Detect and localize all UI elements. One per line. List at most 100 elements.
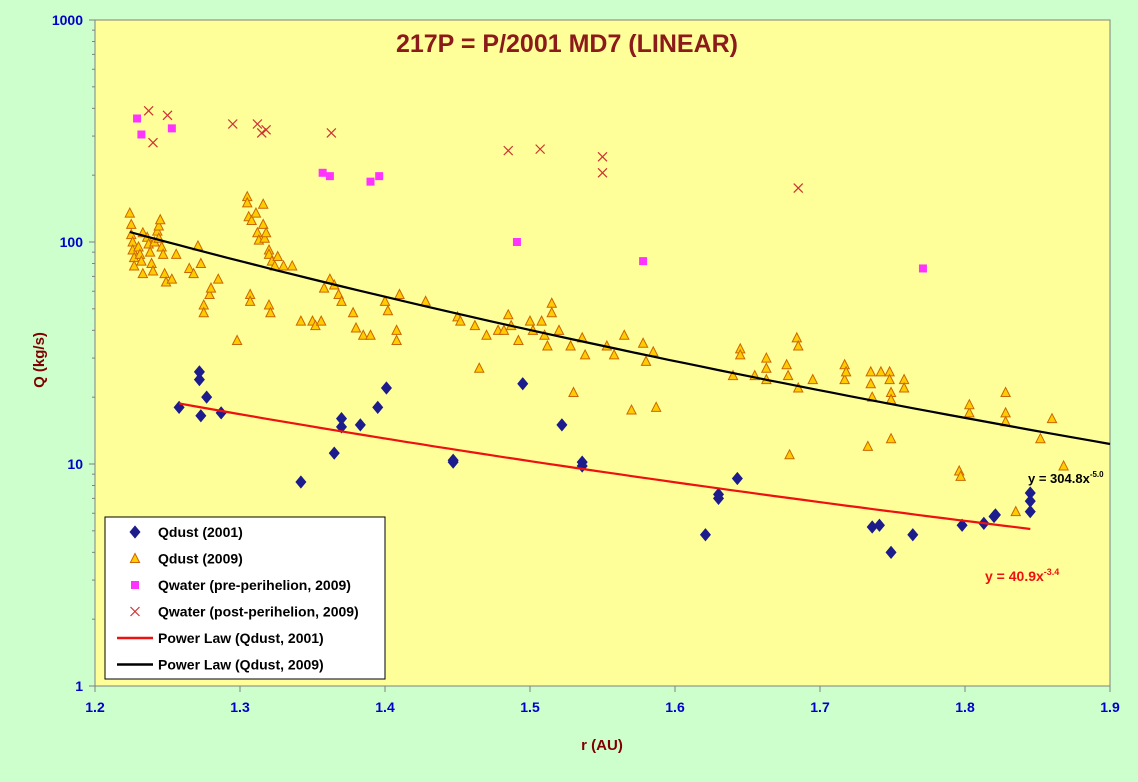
- qdust-2009-point: [272, 250, 284, 262]
- qwater-post-point: [143, 105, 154, 116]
- trendline-2001: [178, 402, 1031, 531]
- qdust-2009-point: [183, 262, 195, 273]
- qdust-2009-point: [618, 329, 630, 340]
- qwater-pre-point: [512, 238, 521, 246]
- qdust-2009-point: [568, 386, 579, 397]
- fit-equation-base: y = 304.8x: [1028, 471, 1091, 486]
- qdust-2009-point: [469, 319, 481, 331]
- qdust-2009-point: [250, 206, 262, 218]
- legend-label: Qwater (pre-perihelion, 2009): [158, 577, 351, 593]
- qdust-2001-point: [699, 528, 711, 542]
- x-tick-label: 1.2: [85, 699, 105, 715]
- qwater-pre-point: [133, 114, 142, 123]
- qdust-2009-point: [781, 358, 793, 370]
- qwater-pre-point: [375, 172, 384, 181]
- qdust-2009-point: [524, 315, 536, 326]
- x-axis-label: r (AU): [581, 737, 623, 754]
- qdust-2009-point: [391, 324, 403, 335]
- legend-qwater-pre-marker: [131, 581, 139, 589]
- qdust-2009-point: [650, 401, 662, 412]
- qdust-2009-point: [884, 373, 896, 385]
- qdust-2009-point: [170, 248, 182, 259]
- qdust-2009-point: [391, 334, 403, 346]
- fit-equation-exponent: -3.4: [1044, 567, 1060, 577]
- qdust-2001-point: [295, 475, 307, 489]
- qdust-2009-point: [553, 324, 565, 335]
- qdust-2001-point: [989, 508, 1001, 522]
- qdust-2009-point: [125, 218, 137, 229]
- fit-equation-base: y = 40.9x: [985, 568, 1044, 584]
- qdust-2009-point: [807, 373, 819, 385]
- qdust-2001-point: [956, 518, 968, 532]
- qdust-2009-point: [792, 339, 804, 351]
- qwater-pre-point: [366, 177, 375, 186]
- qdust-2009-point: [259, 232, 271, 243]
- qdust-2009-point: [1010, 505, 1022, 517]
- qdust-2001-point: [731, 471, 743, 486]
- qdust-2009-point: [318, 281, 330, 293]
- qdust-2009-point: [454, 315, 466, 326]
- qdust-2009-point: [263, 298, 275, 310]
- qdust-2009-point: [157, 248, 169, 259]
- qdust-2009-point: [146, 257, 157, 269]
- legend-box: [104, 516, 386, 680]
- x-tick-label: 1.8: [955, 699, 975, 715]
- qwater-pre-point: [318, 168, 327, 177]
- qdust-2001-point: [193, 372, 205, 387]
- y-tick-label: 1000: [52, 12, 83, 28]
- qdust-2009-point: [265, 306, 276, 318]
- qdust-2009-point: [875, 365, 887, 377]
- qwater-pre-point: [137, 130, 146, 139]
- qwater-post-point: [535, 144, 546, 155]
- qdust-2009-point: [295, 315, 307, 326]
- legend-label: Qdust (2001): [158, 524, 243, 540]
- qdust-2009-point: [188, 267, 200, 279]
- qdust-2009-point: [791, 331, 803, 343]
- qdust-2009-point: [546, 306, 558, 318]
- qdust-2009-point: [251, 226, 263, 238]
- qdust-2009-point: [865, 377, 877, 389]
- qdust-2009-point: [124, 206, 136, 218]
- qdust-2009-point: [212, 273, 224, 284]
- qdust-2001-point: [195, 409, 207, 423]
- qdust-2001-point: [712, 487, 725, 501]
- qdust-2009-point: [257, 198, 269, 209]
- qdust-2009-point: [205, 281, 217, 293]
- chart-title: 217P = P/2001 MD7 (LINEAR): [396, 30, 738, 58]
- qdust-2009-point: [784, 448, 795, 460]
- qdust-2009-point: [536, 315, 548, 326]
- y-tick-label: 100: [60, 234, 84, 250]
- qwater-post-point: [503, 145, 514, 156]
- qdust-2009-point: [133, 240, 144, 252]
- qdust-2009-point: [144, 246, 156, 257]
- qdust-2001-point: [328, 446, 340, 460]
- qdust-2001-point: [556, 418, 568, 432]
- legend-qdust-2001-marker: [129, 525, 141, 539]
- legend-label: Qdust (2009): [158, 551, 243, 567]
- qdust-2009-point: [839, 373, 851, 385]
- y-axis-label: Q (kg/s): [31, 332, 48, 388]
- legend-label: Power Law (Qdust, 2009): [158, 657, 324, 673]
- qdust-2009-point: [137, 267, 149, 279]
- x-tick-label: 1.7: [810, 699, 830, 715]
- qdust-2009-point: [231, 334, 243, 346]
- qdust-2001-point: [372, 400, 384, 414]
- y-tick-label: 1: [75, 678, 83, 694]
- fit-equation-exponent: -5.0: [1090, 470, 1104, 479]
- qdust-2009-point: [336, 295, 347, 306]
- qdust-2009-point: [263, 248, 275, 259]
- qdust-2001-point: [907, 528, 919, 542]
- qdust-2009-point: [244, 295, 256, 306]
- qdust-2009-point: [394, 288, 405, 300]
- qdust-2001-point: [873, 518, 885, 532]
- qdust-2001-point: [201, 390, 213, 404]
- qwater-pre-point: [639, 257, 648, 266]
- qwater-post-point: [793, 183, 804, 193]
- qwater-post-point: [597, 151, 608, 162]
- qdust-2009-point: [166, 273, 178, 284]
- qdust-2009-point: [608, 348, 620, 360]
- legend-qdust-2009-marker: [129, 552, 141, 563]
- qdust-2009-point: [626, 403, 637, 415]
- fit-equation-2001: y = 40.9x-3.4: [985, 567, 1059, 584]
